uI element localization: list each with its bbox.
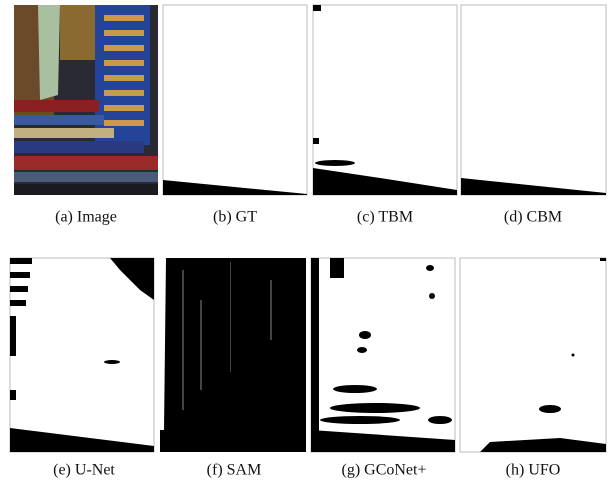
caption: (g) GCoNet+	[341, 462, 426, 479]
caption: (b) GT	[213, 209, 257, 226]
caption: (a) Image	[55, 209, 117, 226]
tbm-panel	[313, 5, 457, 195]
caption: (e) U-Net	[53, 462, 115, 479]
caption: (c) TBM	[357, 209, 413, 226]
caption: (h) UFO	[506, 462, 561, 479]
caption: (d) CBM	[504, 209, 562, 226]
unet-panel	[10, 258, 154, 452]
gt-panel	[163, 5, 307, 195]
cbm-panel	[461, 5, 606, 195]
caption: (f) SAM	[207, 462, 262, 479]
figure: (a) Image (b) GT (c) TBM (d) CBM (e) U-N…	[0, 0, 609, 486]
sam-panel	[160, 258, 306, 452]
gconet-panel	[311, 258, 455, 452]
image-panel	[14, 5, 158, 195]
ufo-panel	[460, 258, 606, 452]
